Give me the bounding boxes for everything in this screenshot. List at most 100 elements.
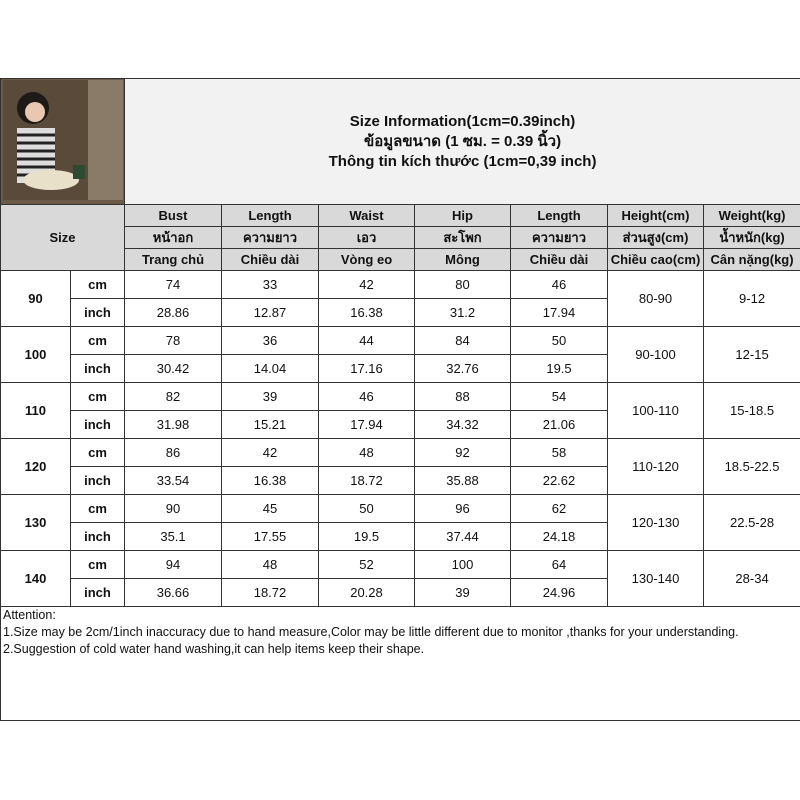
size-label: 120 xyxy=(0,438,71,495)
measurement-cell: 84 xyxy=(414,326,511,355)
measurement-cell: 17.94 xyxy=(318,410,415,439)
measurement-cell: 86 xyxy=(124,438,222,467)
column-header-vi: Trang chủ xyxy=(124,248,222,271)
measurement-cell: 19.5 xyxy=(510,354,608,383)
measurement-cell: 94 xyxy=(124,550,222,579)
measurement-cell: 82 xyxy=(124,382,222,411)
weight-cell: 12-15 xyxy=(702,326,800,383)
unit-label: inch xyxy=(70,354,125,383)
size-label: 100 xyxy=(0,326,71,383)
measurement-cell: 14.04 xyxy=(221,354,319,383)
measurement-cell: 19.5 xyxy=(318,522,415,551)
unit-label: inch xyxy=(70,466,125,495)
size-label: 130 xyxy=(0,494,71,551)
measurement-cell: 36 xyxy=(221,326,319,355)
product-photo xyxy=(0,78,125,205)
weight-cell: 22.5-28 xyxy=(702,494,800,551)
column-header-th: เอว xyxy=(318,226,415,249)
measurement-cell: 50 xyxy=(318,494,415,523)
measurement-cell: 45 xyxy=(221,494,319,523)
column-header-th: ความยาว xyxy=(510,226,608,249)
measurement-cell: 20.28 xyxy=(318,578,415,607)
height-cell: 130-140 xyxy=(607,550,704,607)
measurement-cell: 78 xyxy=(124,326,222,355)
column-header-en: Weight(kg) xyxy=(702,204,800,227)
weight-cell: 18.5-22.5 xyxy=(702,438,800,495)
table-row: inch 30.42 14.04 17.16 32.76 19.5 xyxy=(1,354,800,383)
size-chart: Size Information(1cm=0.39inch) ข้อมูลขนา… xyxy=(0,78,800,721)
measurement-cell: 46 xyxy=(510,270,608,299)
measurement-cell: 33.54 xyxy=(124,466,222,495)
measurement-cell: 15.21 xyxy=(221,410,319,439)
column-header-vi: Chiều dài xyxy=(221,248,319,271)
title-cell: Size Information(1cm=0.39inch) ข้อมูลขนา… xyxy=(123,78,800,205)
column-header-en: Length xyxy=(221,204,319,227)
attention-notes: Attention: 1.Size may be 2cm/1inch inacc… xyxy=(0,606,800,721)
table-row: 100 cm 78 36 44 84 50 90-100 12-15 xyxy=(0,326,800,383)
measurement-cell: 28.86 xyxy=(124,298,222,327)
table-row: 120 cm 86 42 48 92 58 110-120 18.5-22.5 xyxy=(0,438,800,495)
measurement-cell: 16.38 xyxy=(318,298,415,327)
column-header-vi: Chiều dài xyxy=(510,248,608,271)
measurement-cell: 22.62 xyxy=(510,466,608,495)
column-header-vi: Vòng eo xyxy=(318,248,415,271)
size-label: 140 xyxy=(0,550,71,607)
table-row: inch 36.66 18.72 20.28 39 24.96 xyxy=(1,578,800,607)
measurement-cell: 42 xyxy=(318,270,415,299)
table-row: 90 cm 74 33 42 80 46 80-90 9-12 xyxy=(0,270,800,327)
size-label: 90 xyxy=(0,270,71,327)
unit-label: cm xyxy=(70,326,125,355)
measurement-cell: 31.2 xyxy=(414,298,511,327)
measurement-cell: 100 xyxy=(414,550,511,579)
measurement-cell: 52 xyxy=(318,550,415,579)
table-row: inch 28.86 12.87 16.38 31.2 17.94 xyxy=(1,298,800,327)
title-vietnamese: Thông tin kích thước (1cm=0,39 inch) xyxy=(328,152,597,170)
unit-label: inch xyxy=(70,522,125,551)
measurement-cell: 58 xyxy=(510,438,608,467)
measurement-cell: 24.18 xyxy=(510,522,608,551)
height-cell: 120-130 xyxy=(607,494,704,551)
measurement-cell: 30.42 xyxy=(124,354,222,383)
measurement-cell: 62 xyxy=(510,494,608,523)
table-row: 140 cm 94 48 52 100 64 130-140 28-34 xyxy=(0,550,800,607)
measurement-cell: 17.55 xyxy=(221,522,319,551)
column-header-vi: Cân nặng(kg) xyxy=(702,248,800,271)
size-header: Size xyxy=(0,204,125,271)
table-row: inch 35.1 17.55 19.5 37.44 24.18 xyxy=(1,522,800,551)
measurement-cell: 18.72 xyxy=(318,466,415,495)
measurement-cell: 17.16 xyxy=(318,354,415,383)
measurement-cell: 39 xyxy=(414,578,511,607)
measurement-cell: 35.1 xyxy=(124,522,222,551)
unit-label: inch xyxy=(70,298,125,327)
column-header-en: Length xyxy=(510,204,608,227)
height-cell: 110-120 xyxy=(607,438,704,495)
measurement-cell: 16.38 xyxy=(221,466,319,495)
size-table: Size Information(1cm=0.39inch) ข้อมูลขนา… xyxy=(0,78,800,721)
weight-cell: 15-18.5 xyxy=(702,382,800,439)
title-english: Size Information(1cm=0.39inch) xyxy=(349,112,576,130)
column-header-vi: Chiều cao(cm) xyxy=(607,248,704,271)
unit-label: inch xyxy=(70,410,125,439)
column-header-vi: Mông xyxy=(414,248,511,271)
unit-label: cm xyxy=(70,382,125,411)
unit-label: cm xyxy=(70,494,125,523)
column-header-en: Hip xyxy=(414,204,511,227)
height-cell: 100-110 xyxy=(607,382,704,439)
measurement-cell: 34.32 xyxy=(414,410,511,439)
measurement-cell: 35.88 xyxy=(414,466,511,495)
table-row: 130 cm 90 45 50 96 62 120-130 22.5-28 xyxy=(0,494,800,551)
height-cell: 90-100 xyxy=(607,326,704,383)
measurement-cell: 37.44 xyxy=(414,522,511,551)
unit-label: cm xyxy=(70,438,125,467)
column-header-th: สะโพก xyxy=(414,226,511,249)
measurement-cell: 31.98 xyxy=(124,410,222,439)
measurement-cell: 33 xyxy=(221,270,319,299)
measurement-cell: 44 xyxy=(318,326,415,355)
measurement-cell: 24.96 xyxy=(510,578,608,607)
measurement-cell: 36.66 xyxy=(124,578,222,607)
unit-label: cm xyxy=(70,550,125,579)
measurement-cell: 48 xyxy=(318,438,415,467)
column-header-en: Waist xyxy=(318,204,415,227)
measurement-cell: 12.87 xyxy=(221,298,319,327)
attention-line-2: 2.Suggestion of cold water hand washing,… xyxy=(3,642,425,656)
